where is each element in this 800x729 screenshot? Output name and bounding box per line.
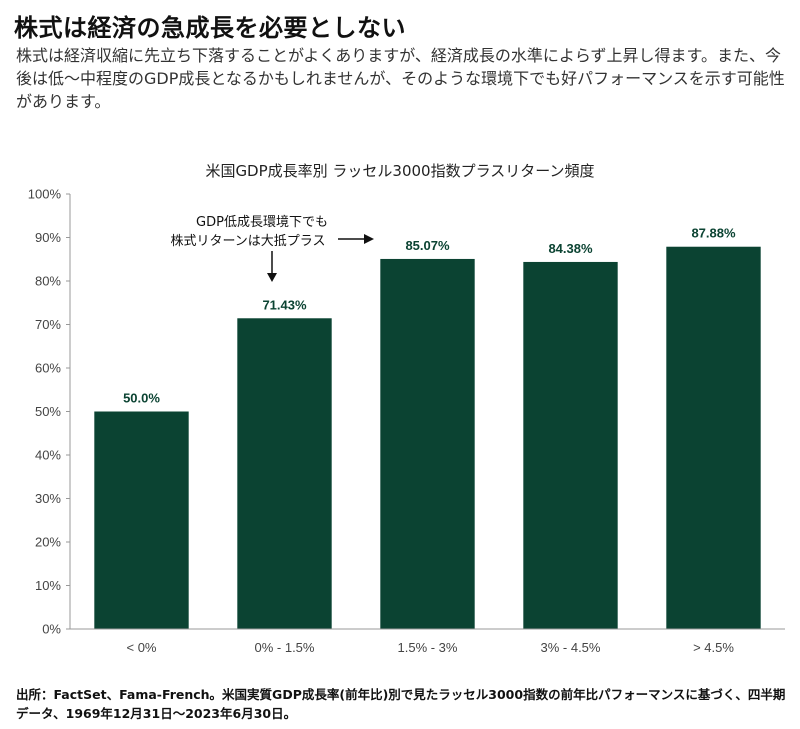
x-category-label: 1.5% - 3% xyxy=(398,640,458,655)
x-category-label: > 4.5% xyxy=(693,640,734,655)
bar-value-label: 85.07% xyxy=(405,238,450,253)
annotation-line-1: GDP低成長環境下でも xyxy=(196,215,328,230)
chart-title: 米国GDP成長率別 ラッセル3000指数プラスリターン頻度 xyxy=(205,162,594,180)
x-category-label: 3% - 4.5% xyxy=(541,640,601,655)
bar xyxy=(523,261,618,629)
bars: 50.0% 71.43% 85.07% 84.38% 87.88% xyxy=(94,226,761,630)
y-tick-label: 30% xyxy=(35,491,61,506)
annotation-arrowhead-down xyxy=(267,273,277,282)
y-tick-label: 0% xyxy=(42,622,61,637)
y-tick-label: 80% xyxy=(35,274,61,289)
y-tick-label: 90% xyxy=(35,230,61,245)
y-tick-label: 40% xyxy=(35,448,61,463)
x-category-label: < 0% xyxy=(127,640,157,655)
y-axis: 0% 10% 20% 30% 40% 50% 60% 70% 80% 90% 100% xyxy=(28,187,71,637)
y-tick-label: 10% xyxy=(35,578,61,593)
bar-value-label: 87.88% xyxy=(691,226,736,241)
annotation-line-2: 株式リターンは大抵プラス xyxy=(170,234,325,249)
bar-value-label: 71.43% xyxy=(262,297,307,312)
source-note: 出所：FactSet、Fama-French。米国実質GDP成長率(前年比)別で… xyxy=(16,687,786,721)
y-tick-label: 50% xyxy=(35,404,61,419)
bar-value-label: 50.0% xyxy=(123,391,160,406)
page-subtitle: 株式は経済収縮に先立ち下落することがよくありますが、経済成長の水準によらず上昇し… xyxy=(16,46,785,111)
page-title: 株式は経済の急成長を必要としない xyxy=(14,14,406,42)
bar xyxy=(237,318,332,629)
bar xyxy=(380,258,475,629)
bar-value-label: 84.38% xyxy=(548,241,593,256)
x-category-label: 0% - 1.5% xyxy=(255,640,315,655)
annotation-arrowhead-right xyxy=(364,234,374,244)
y-tick-label: 100% xyxy=(28,187,62,202)
y-tick-label: 20% xyxy=(35,535,61,550)
x-axis: < 0% 0% - 1.5% 1.5% - 3% 3% - 4.5% > 4.5% xyxy=(70,628,785,655)
bar-chart: 米国GDP成長率別 ラッセル3000指数プラスリターン頻度 0% 10% 20% 30… xyxy=(28,162,785,655)
bar xyxy=(666,246,761,630)
annotation: GDP低成長環境下でも 株式リターンは大抵プラス xyxy=(170,215,374,282)
y-tick-label: 70% xyxy=(35,317,61,332)
bar xyxy=(94,411,189,629)
y-tick-label: 60% xyxy=(35,361,61,376)
